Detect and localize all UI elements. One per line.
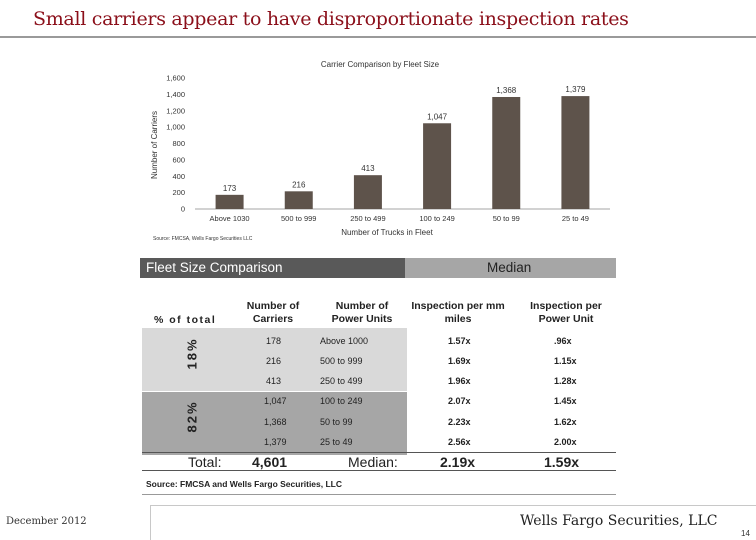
group-small-pct: 18% — [184, 337, 200, 370]
median-insp-miles: 2.19x — [440, 454, 476, 470]
data-label: 1,368 — [496, 86, 517, 95]
col-header-insp-unit: Inspection per Power Unit — [530, 300, 602, 325]
bars: 173 Above 1030 216 500 to 999 413 250 to 499 1… — [210, 85, 590, 223]
x-axis-label: Number of Trucks in Fleet — [341, 228, 433, 237]
y-axis: 0 200 400 600 800 1,000 1,200 1,400 1,600 — [166, 74, 610, 214]
footer-divider — [150, 505, 756, 506]
x-tick-label: Above 1030 — [210, 214, 250, 223]
page-number: 14 — [741, 529, 750, 538]
data-label: 173 — [223, 184, 237, 193]
x-tick-label: 50 to 99 — [493, 214, 520, 223]
y-tick-label: 200 — [172, 188, 185, 197]
y-tick-label: 1,600 — [166, 74, 185, 83]
y-tick-label: 800 — [172, 139, 185, 148]
bar — [284, 191, 313, 209]
data-label: 216 — [292, 180, 306, 189]
y-tick-label: 600 — [172, 155, 185, 164]
data-label: 1,379 — [565, 85, 586, 94]
chart-canvas: Carrier Comparison by Fleet Size Number … — [150, 60, 610, 242]
median-label: Median: — [348, 454, 398, 470]
group-large-pct: 82% — [184, 400, 200, 433]
data-label: 413 — [361, 164, 375, 173]
bar — [492, 96, 521, 209]
group-small-carriers — [142, 328, 407, 391]
col-header-power-units: Number of Power Units — [331, 300, 393, 325]
slide-title: Small carriers appear to have disproport… — [33, 8, 629, 30]
col-header-pct: % of total — [154, 314, 217, 326]
y-tick-label: 400 — [172, 172, 185, 181]
col-header-insp-miles: Inspection per mm miles — [411, 300, 505, 325]
median-insp-unit: 1.59x — [544, 454, 580, 470]
table-source: Source: FMCSA and Wells Fargo Securities… — [146, 479, 343, 489]
y-tick-label: 1,400 — [166, 90, 185, 99]
total-value: 4,601 — [252, 454, 288, 470]
bar — [353, 175, 382, 209]
y-tick-label: 0 — [181, 205, 185, 214]
x-tick-label: 500 to 999 — [281, 214, 316, 223]
x-tick-label: 25 to 49 — [562, 214, 589, 223]
fleet-size-table: Fleet Size Comparison Median % of total … — [140, 258, 616, 498]
title-divider — [0, 36, 756, 38]
x-tick-label: 250 to 499 — [350, 214, 385, 223]
table-header-right: Median — [405, 258, 616, 278]
y-tick-label: 1,200 — [166, 106, 185, 115]
total-divider-bottom — [142, 470, 616, 471]
data-label: 1,047 — [427, 112, 448, 121]
total-divider-top — [142, 452, 616, 453]
footer-vertical-divider — [150, 505, 151, 540]
table-bottom-rule — [142, 494, 616, 495]
footer-date: December 2012 — [6, 516, 87, 527]
y-axis-label: Number of Carriers — [150, 111, 159, 179]
bar — [215, 194, 244, 209]
bar-chart: Carrier Comparison by Fleet Size Number … — [145, 50, 615, 245]
footer-brand: Wells Fargo Securities, LLC — [520, 513, 718, 529]
table-header-left: Fleet Size Comparison — [140, 258, 405, 278]
bar — [423, 123, 452, 209]
col-header-carriers: Number of Carriers — [246, 300, 300, 325]
total-label: Total: — [188, 454, 222, 470]
group-large-carriers — [142, 392, 407, 455]
chart-source: Source: FMCSA, Wells Fargo Securities LL… — [153, 236, 253, 242]
x-tick-label: 100 to 249 — [419, 214, 454, 223]
chart-title: Carrier Comparison by Fleet Size — [321, 60, 440, 69]
y-tick-label: 1,000 — [166, 123, 185, 132]
bar — [561, 96, 590, 209]
